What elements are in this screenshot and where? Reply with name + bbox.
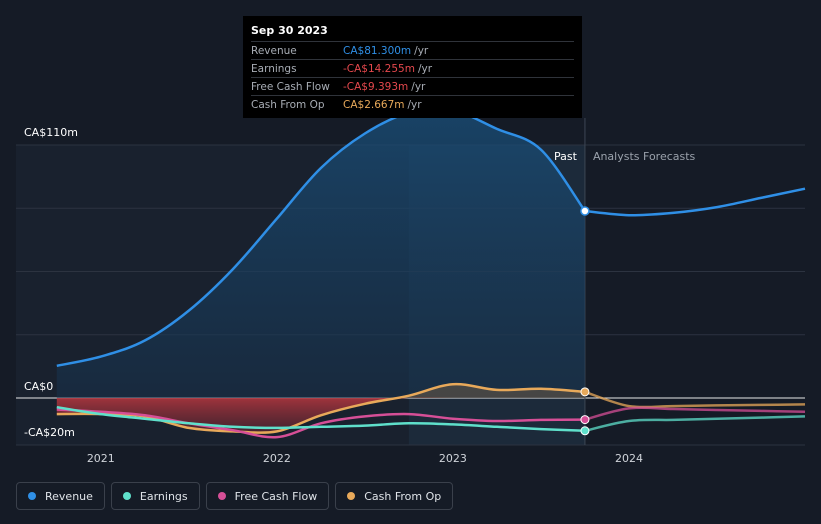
legend-item-revenue[interactable]: Revenue: [16, 482, 105, 510]
tooltip-row: Revenue CA$81.300m/yr: [251, 41, 574, 59]
legend-dot-icon: [28, 492, 36, 500]
x-tick-2022: 2022: [263, 452, 291, 465]
legend-label: Free Cash Flow: [234, 489, 318, 503]
tooltip-row-value: -CA$14.255m: [343, 62, 415, 75]
legend-dot-icon: [347, 492, 356, 500]
chart-lines: [56, 107, 806, 439]
legend-item-free-cash-flow[interactable]: Free Cash Flow: [205, 482, 330, 510]
tooltip-row-label: Revenue: [251, 44, 297, 57]
revenue-marker: [580, 206, 590, 216]
chart-svg: CA$110m CA$0 -CA$20m 2021 2022 2023 2024 Past An…: [16, 107, 806, 465]
revenue-forecast-line: [584, 187, 806, 217]
cash-from-op-forecast-line: [584, 390, 806, 409]
legend-dot-icon: [122, 492, 131, 500]
x-tick-2021: 2021: [87, 452, 115, 465]
tooltip-rows: Revenue CA$81.300m/yr Earnings -CA$14.255m /…: [251, 41, 574, 113]
tooltip-row-label: Free Cash Flow: [251, 80, 330, 93]
free-cash-flow-forecast-line: [584, 406, 806, 421]
revenue-past-line: [56, 107, 586, 368]
positive-cfo-area: [56, 384, 585, 399]
y-label-top: CA$110m: [24, 126, 78, 139]
x-tick-2023: 2023: [439, 452, 467, 465]
tooltip-row-value: CA$81.300m: [343, 44, 412, 57]
legend: Revenue Earnings Free Cash Flow Cash From O…: [16, 482, 454, 510]
chart-markers: [580, 206, 590, 436]
past-label: Past: [554, 150, 578, 163]
tooltip-row-label: Cash From Op: [251, 98, 325, 111]
tooltip-row-label: Earnings: [251, 62, 297, 75]
earnings-forecast-line: [584, 415, 806, 433]
tooltip-row-unit: /yr: [407, 98, 422, 111]
cash-from-op-marker: [580, 387, 590, 397]
earnings-marker: [580, 426, 590, 436]
tooltip-row-value: -CA$9.393m: [343, 80, 409, 93]
legend-label: Revenue: [45, 489, 93, 503]
legend-label: Cash From Op: [364, 489, 442, 503]
legend-item-earnings[interactable]: Earnings: [110, 482, 200, 510]
legend-dot-icon: [217, 492, 226, 500]
tooltip-row-unit: /yr: [417, 62, 433, 75]
forecast-label: Analysts Forecasts: [593, 150, 696, 163]
tooltip-row-unit: /yr: [414, 44, 429, 57]
legend-item-cash-from-op[interactable]: Cash From Op: [335, 482, 454, 510]
tooltip-row: Free Cash Flow -CA$9.393m/yr: [251, 77, 574, 95]
chart-labels: CA$110m CA$0 -CA$20m 2021 2022 2023 2024 Past An…: [24, 126, 696, 465]
x-tick-2024: 2024: [615, 452, 643, 465]
earnings-past-line: [56, 405, 585, 433]
free-cash-flow-past-line: [56, 408, 585, 439]
tooltip-row-unit: /yr: [411, 80, 426, 93]
tooltip-row: Cash From Op CA$2.667m/yr: [251, 95, 574, 113]
y-label-zero: CA$0: [24, 380, 53, 393]
tooltip-row: Earnings -CA$14.255m/yr: [251, 59, 574, 77]
free-cash-flow-marker: [580, 415, 590, 425]
tooltip: Sep 30 2023 Revenue CA$81.300m/yr Earnings…: [243, 16, 582, 118]
tooltip-row-value: CA$2.667m: [343, 98, 405, 111]
y-label-bottom: -CA$20m: [24, 426, 75, 439]
revenue-area: [56, 109, 585, 398]
tooltip-date: Sep 30 2023: [251, 24, 328, 37]
legend-label: Earnings: [139, 489, 188, 503]
